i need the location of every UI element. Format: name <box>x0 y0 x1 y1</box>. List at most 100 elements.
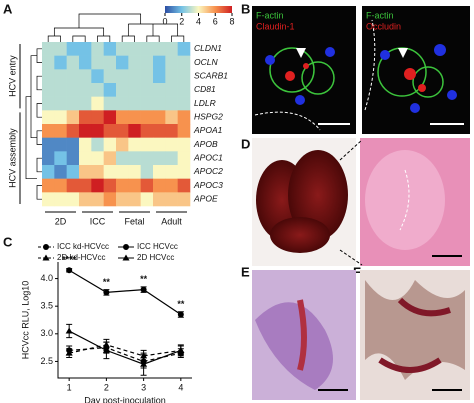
heat-cell <box>103 151 117 166</box>
series-line <box>68 269 182 315</box>
heat-cell <box>103 137 117 152</box>
heat-cell <box>66 165 80 179</box>
heat-cell <box>91 42 104 56</box>
heat-cell <box>91 69 104 84</box>
row-label: APOB <box>193 139 218 149</box>
heat-cell <box>66 124 80 138</box>
series-line <box>69 344 181 357</box>
colorbar-label: 2 <box>179 16 184 26</box>
marker <box>66 267 73 274</box>
row-label: OCLN <box>194 57 218 67</box>
heat-cell <box>79 151 92 166</box>
heat-cell <box>66 110 80 125</box>
heat-cell <box>54 69 67 84</box>
heat-cell <box>42 96 55 111</box>
legend-label: 2D HCVcc <box>137 253 174 262</box>
marker <box>177 346 185 353</box>
heat-cell <box>91 83 104 97</box>
row-label: HSPG2 <box>194 111 223 121</box>
row-label: SCARB1 <box>194 70 228 80</box>
heat-cell <box>128 42 141 56</box>
heat-cell <box>153 137 166 152</box>
heat-cell <box>42 137 55 152</box>
heat-cell <box>103 165 117 179</box>
heat-cell <box>165 42 178 56</box>
heat-cell <box>103 110 117 125</box>
colorbar-label: 6 <box>213 16 218 26</box>
marker <box>122 254 130 261</box>
heat-cell <box>42 42 55 56</box>
heat-cell <box>177 55 191 70</box>
heat-cell <box>165 151 178 166</box>
heat-cell <box>66 42 80 56</box>
heat-cell <box>66 55 80 70</box>
heat-cell <box>140 83 154 97</box>
heat-cell <box>177 69 191 84</box>
heat-cell <box>177 165 191 179</box>
row-label: APOC1 <box>193 152 223 162</box>
heat-cell <box>140 110 154 125</box>
panel-label: A <box>3 1 13 16</box>
significance: ** <box>103 277 111 287</box>
marker <box>65 327 73 334</box>
micrograph <box>252 6 470 134</box>
heat-cell <box>79 83 92 97</box>
heat-cell <box>79 137 92 152</box>
heat-cell <box>91 192 104 207</box>
heat-cell <box>165 55 178 70</box>
heat-cell <box>177 192 191 207</box>
heat-cell <box>42 55 55 70</box>
heat-cell <box>116 192 129 207</box>
heat-cell <box>140 137 154 152</box>
heat-cell <box>54 192 67 207</box>
column-group-label: ICC <box>90 216 106 226</box>
heat-cell <box>153 124 166 138</box>
axes <box>57 262 192 379</box>
significance: ** <box>140 274 148 284</box>
heat-cell <box>66 151 80 166</box>
heat-cell <box>66 69 80 84</box>
row-label: APOE <box>193 193 218 203</box>
heat-cell <box>165 178 178 193</box>
heat-cell <box>54 110 67 125</box>
series-line <box>69 347 181 363</box>
heat-cell <box>42 165 55 179</box>
heat-cell <box>54 178 67 193</box>
heat-cell <box>91 178 104 193</box>
marker <box>43 244 49 250</box>
heat-cell <box>54 55 67 70</box>
panel-label: F <box>353 264 361 279</box>
heat-cell <box>66 96 80 111</box>
heat-cell <box>116 110 129 125</box>
heat-cell <box>54 83 67 97</box>
marker <box>140 286 147 293</box>
heat-cell <box>116 83 129 97</box>
heat-cell <box>177 42 191 56</box>
marker <box>103 289 110 296</box>
heat-cell <box>140 69 154 84</box>
heat-cell <box>153 96 166 111</box>
row-label: APOA1 <box>193 125 223 135</box>
heat-cell <box>165 83 178 97</box>
row-group-label: HCV entry <box>7 55 17 97</box>
heat-cell <box>116 42 129 56</box>
panel-label: B <box>241 1 250 16</box>
heat-cell <box>42 124 55 138</box>
heat-cell <box>91 110 104 125</box>
heat-cell <box>79 42 92 56</box>
heat-cell <box>42 192 55 207</box>
heat-cell <box>103 42 117 56</box>
column-group-label: Adult <box>161 216 182 226</box>
heat-cell <box>177 96 191 111</box>
heat-cell <box>177 83 191 97</box>
heat-cell <box>165 69 178 84</box>
heat-cell <box>54 96 67 111</box>
heat-cell <box>42 83 55 97</box>
panel-label: C <box>3 234 13 249</box>
marker <box>140 360 148 367</box>
heat-cell <box>140 124 154 138</box>
heat-cell <box>165 165 178 179</box>
x-tick-label: 4 <box>178 382 183 392</box>
colorbar-label: 4 <box>196 16 201 26</box>
heat-cell <box>54 137 67 152</box>
